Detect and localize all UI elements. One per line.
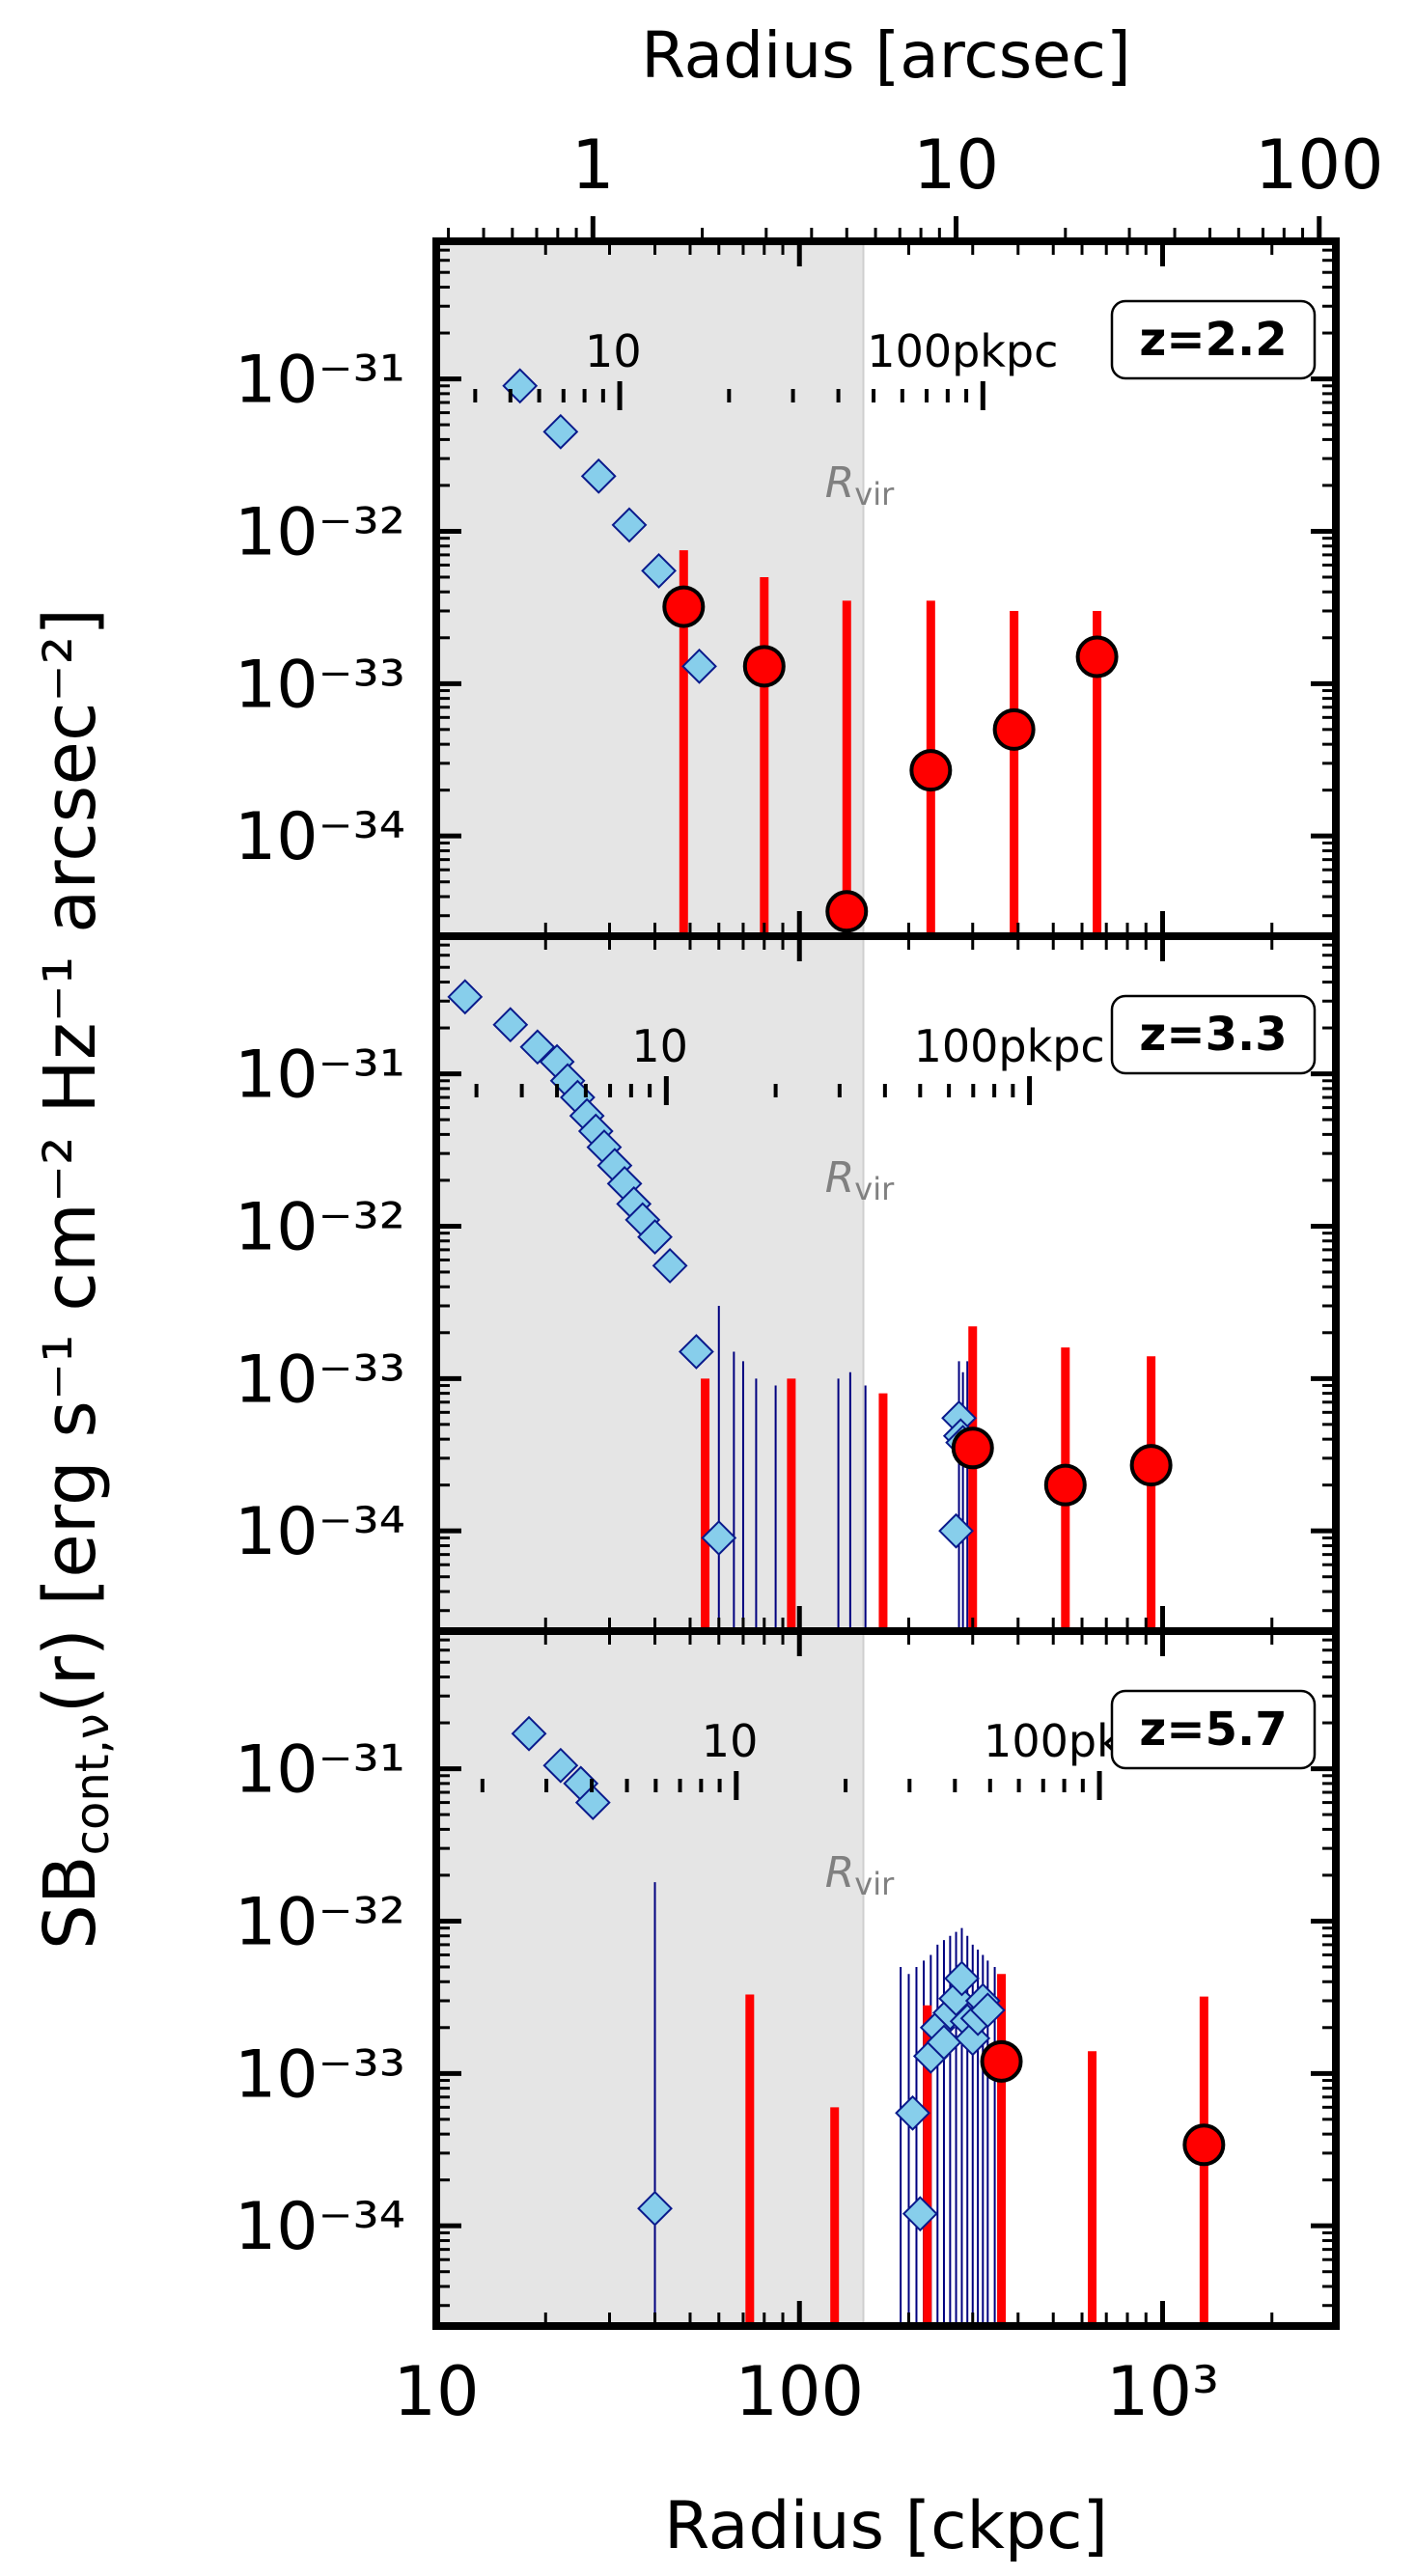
rvir-label-sub: vir	[854, 1171, 895, 1207]
panel-data-group	[436, 936, 1173, 1631]
pkpc-tick-label: 10	[702, 1715, 759, 1767]
diamond-marker	[542, 1747, 579, 1784]
diamond-marker	[902, 2196, 938, 2232]
arcsec-tick-label: 1	[571, 125, 615, 205]
diamond-marker	[574, 1785, 611, 1821]
redshift-label-box	[1110, 994, 1317, 1075]
bottom-axis-title: Radius [ckpc]	[664, 2488, 1108, 2564]
panel-frame	[432, 1627, 1340, 2330]
y-tick-label: 10⁻³¹	[235, 343, 405, 419]
circle-marker	[992, 707, 1036, 751]
y-tick-label: 10⁻³¹	[235, 1038, 405, 1114]
redshift-label-box	[1110, 299, 1317, 380]
panel-data-group	[436, 241, 1119, 936]
circle-marker	[742, 645, 786, 688]
diamond-marker	[580, 457, 617, 494]
redshift-label: z=3.3	[1139, 1008, 1287, 1062]
pkpc-tick-label: 100pkpc	[914, 1020, 1105, 1072]
circle-marker	[1043, 1463, 1087, 1507]
diamond-marker	[895, 2094, 930, 2131]
circle-marker	[662, 585, 706, 628]
rvir-label-sub: vir	[854, 476, 895, 512]
circle-marker	[1129, 1444, 1173, 1487]
x-tick-label: 10³	[1106, 2352, 1219, 2431]
circle-marker	[1182, 2123, 1226, 2167]
y-axis-title-rest: (r) [erg s⁻¹ cm⁻² Hz⁻¹ arcsec⁻²]	[29, 608, 112, 1713]
diamond-marker	[511, 1715, 547, 1752]
diamond-marker	[637, 1219, 673, 1256]
top-axis-title: Radius [arcsec]	[641, 18, 1130, 93]
y-tick-label: 10⁻³³	[235, 2036, 405, 2113]
circle-marker	[951, 1426, 994, 1470]
y-tick-label: 10⁻³³	[235, 647, 405, 723]
circle-marker	[1075, 635, 1119, 679]
y-tick-label: 10⁻³²	[235, 1189, 405, 1265]
diamond-marker	[944, 1960, 980, 1997]
redshift-label: z=5.7	[1139, 1703, 1287, 1757]
diamond-marker	[701, 1519, 737, 1556]
y-axis-title-main: SB	[29, 1855, 112, 1950]
x-tick-label: 100	[735, 2352, 864, 2431]
diamond-marker	[492, 1007, 529, 1043]
y-axis-title-sub: cont,ν	[66, 1713, 120, 1855]
diamond-marker	[969, 1992, 1006, 2029]
rvir-label-sub: vir	[854, 1866, 895, 1902]
y-tick-label: 10⁻³⁴	[235, 2189, 405, 2265]
pkpc-scale: 10 100pkpc	[474, 1020, 1105, 1105]
redshift-label: z=2.2	[1139, 313, 1287, 367]
y-tick-label: 10⁻³²	[235, 1884, 405, 1960]
y-tick-label: 10⁻³³	[235, 1342, 405, 1418]
arcsec-tick-label: 100	[1255, 125, 1384, 205]
pkpc-tick-label: 10	[585, 325, 642, 377]
diamond-marker	[926, 2024, 962, 2061]
rvir-shaded-region	[436, 1631, 864, 2326]
diamond-marker	[447, 979, 484, 1015]
y-tick-label: 10⁻³²	[235, 494, 405, 570]
y-tick-label: 10⁻³¹	[235, 1732, 405, 1809]
arcsec-tick-label: 10	[913, 125, 999, 205]
diamond-marker	[637, 2190, 673, 2227]
diamond-marker	[519, 1029, 556, 1066]
diamond-marker	[542, 413, 579, 450]
diamond-marker	[678, 1334, 714, 1370]
circle-marker	[909, 749, 953, 792]
diamond-marker	[611, 507, 648, 543]
y-tick-label: 10⁻³⁴	[235, 1494, 405, 1570]
pkpc-scale: 10 100pkpc	[473, 325, 1058, 410]
y-axis-title: SBcont,ν(r) [erg s⁻¹ cm⁻² Hz⁻¹ arcsec⁻²]	[29, 608, 120, 1950]
circle-marker	[825, 890, 869, 933]
diamond-marker	[681, 648, 717, 684]
y-tick-label: 10⁻³⁴	[235, 799, 405, 875]
axes-layer: Radius [arcsec] Radius [ckpc] SBcont,ν(r…	[29, 18, 1384, 2564]
circle-marker	[980, 2039, 1023, 2083]
panel-data-group	[436, 1631, 1226, 2326]
diamond-marker	[938, 1512, 974, 1549]
pkpc-tick-label: 100pkpc	[867, 325, 1058, 377]
redshift-label-box	[1110, 1689, 1317, 1770]
pkpc-tick-label: 10	[631, 1020, 688, 1072]
diamond-marker	[641, 553, 677, 589]
diamond-marker	[652, 1248, 688, 1284]
rvir-shaded-region	[436, 241, 864, 936]
x-tick-label: 10	[393, 2352, 479, 2431]
